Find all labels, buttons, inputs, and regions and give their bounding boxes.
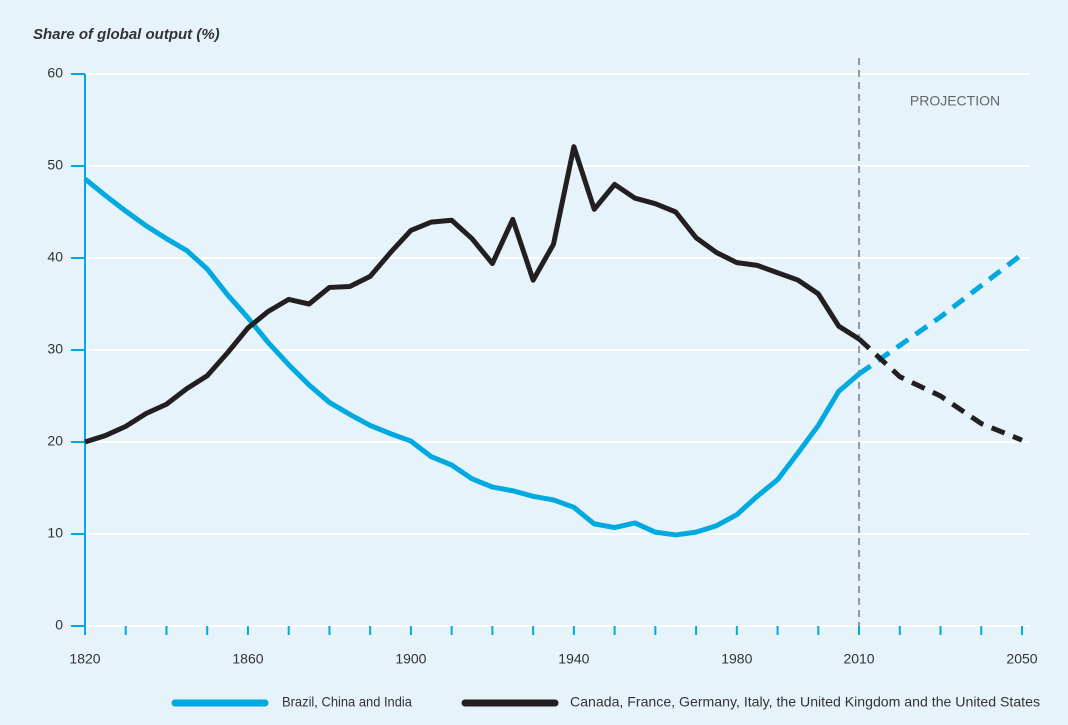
y-tick-label: 50	[47, 157, 63, 173]
projection-label: PROJECTION	[910, 93, 1000, 109]
x-tick-label: 2010	[843, 651, 874, 667]
y-tick-label: 40	[47, 249, 63, 265]
series-line	[84, 144, 861, 445]
series-line	[83, 176, 861, 538]
y-tick-label: 10	[47, 525, 63, 541]
y-tick-label: 20	[47, 433, 63, 449]
x-tick-label: 2050	[1006, 651, 1037, 667]
y-tick-label: 60	[47, 65, 63, 81]
projection-series-line	[857, 337, 1023, 443]
legend-label: Canada, France, Germany, Italy, the Unit…	[570, 694, 1040, 710]
legend-label: Brazil, China and India	[282, 694, 412, 710]
x-tick-label: 1820	[69, 651, 100, 667]
chart-title: Share of global output (%)	[33, 26, 220, 43]
x-tick-label: 1940	[558, 651, 589, 667]
x-tick-label: 1900	[395, 651, 426, 667]
x-tick-label: 1860	[232, 651, 263, 667]
y-tick-label: 30	[47, 341, 63, 357]
projection-series-line	[857, 252, 1024, 376]
y-tick-label: 0	[55, 617, 63, 633]
x-tick-label: 1980	[721, 651, 752, 667]
